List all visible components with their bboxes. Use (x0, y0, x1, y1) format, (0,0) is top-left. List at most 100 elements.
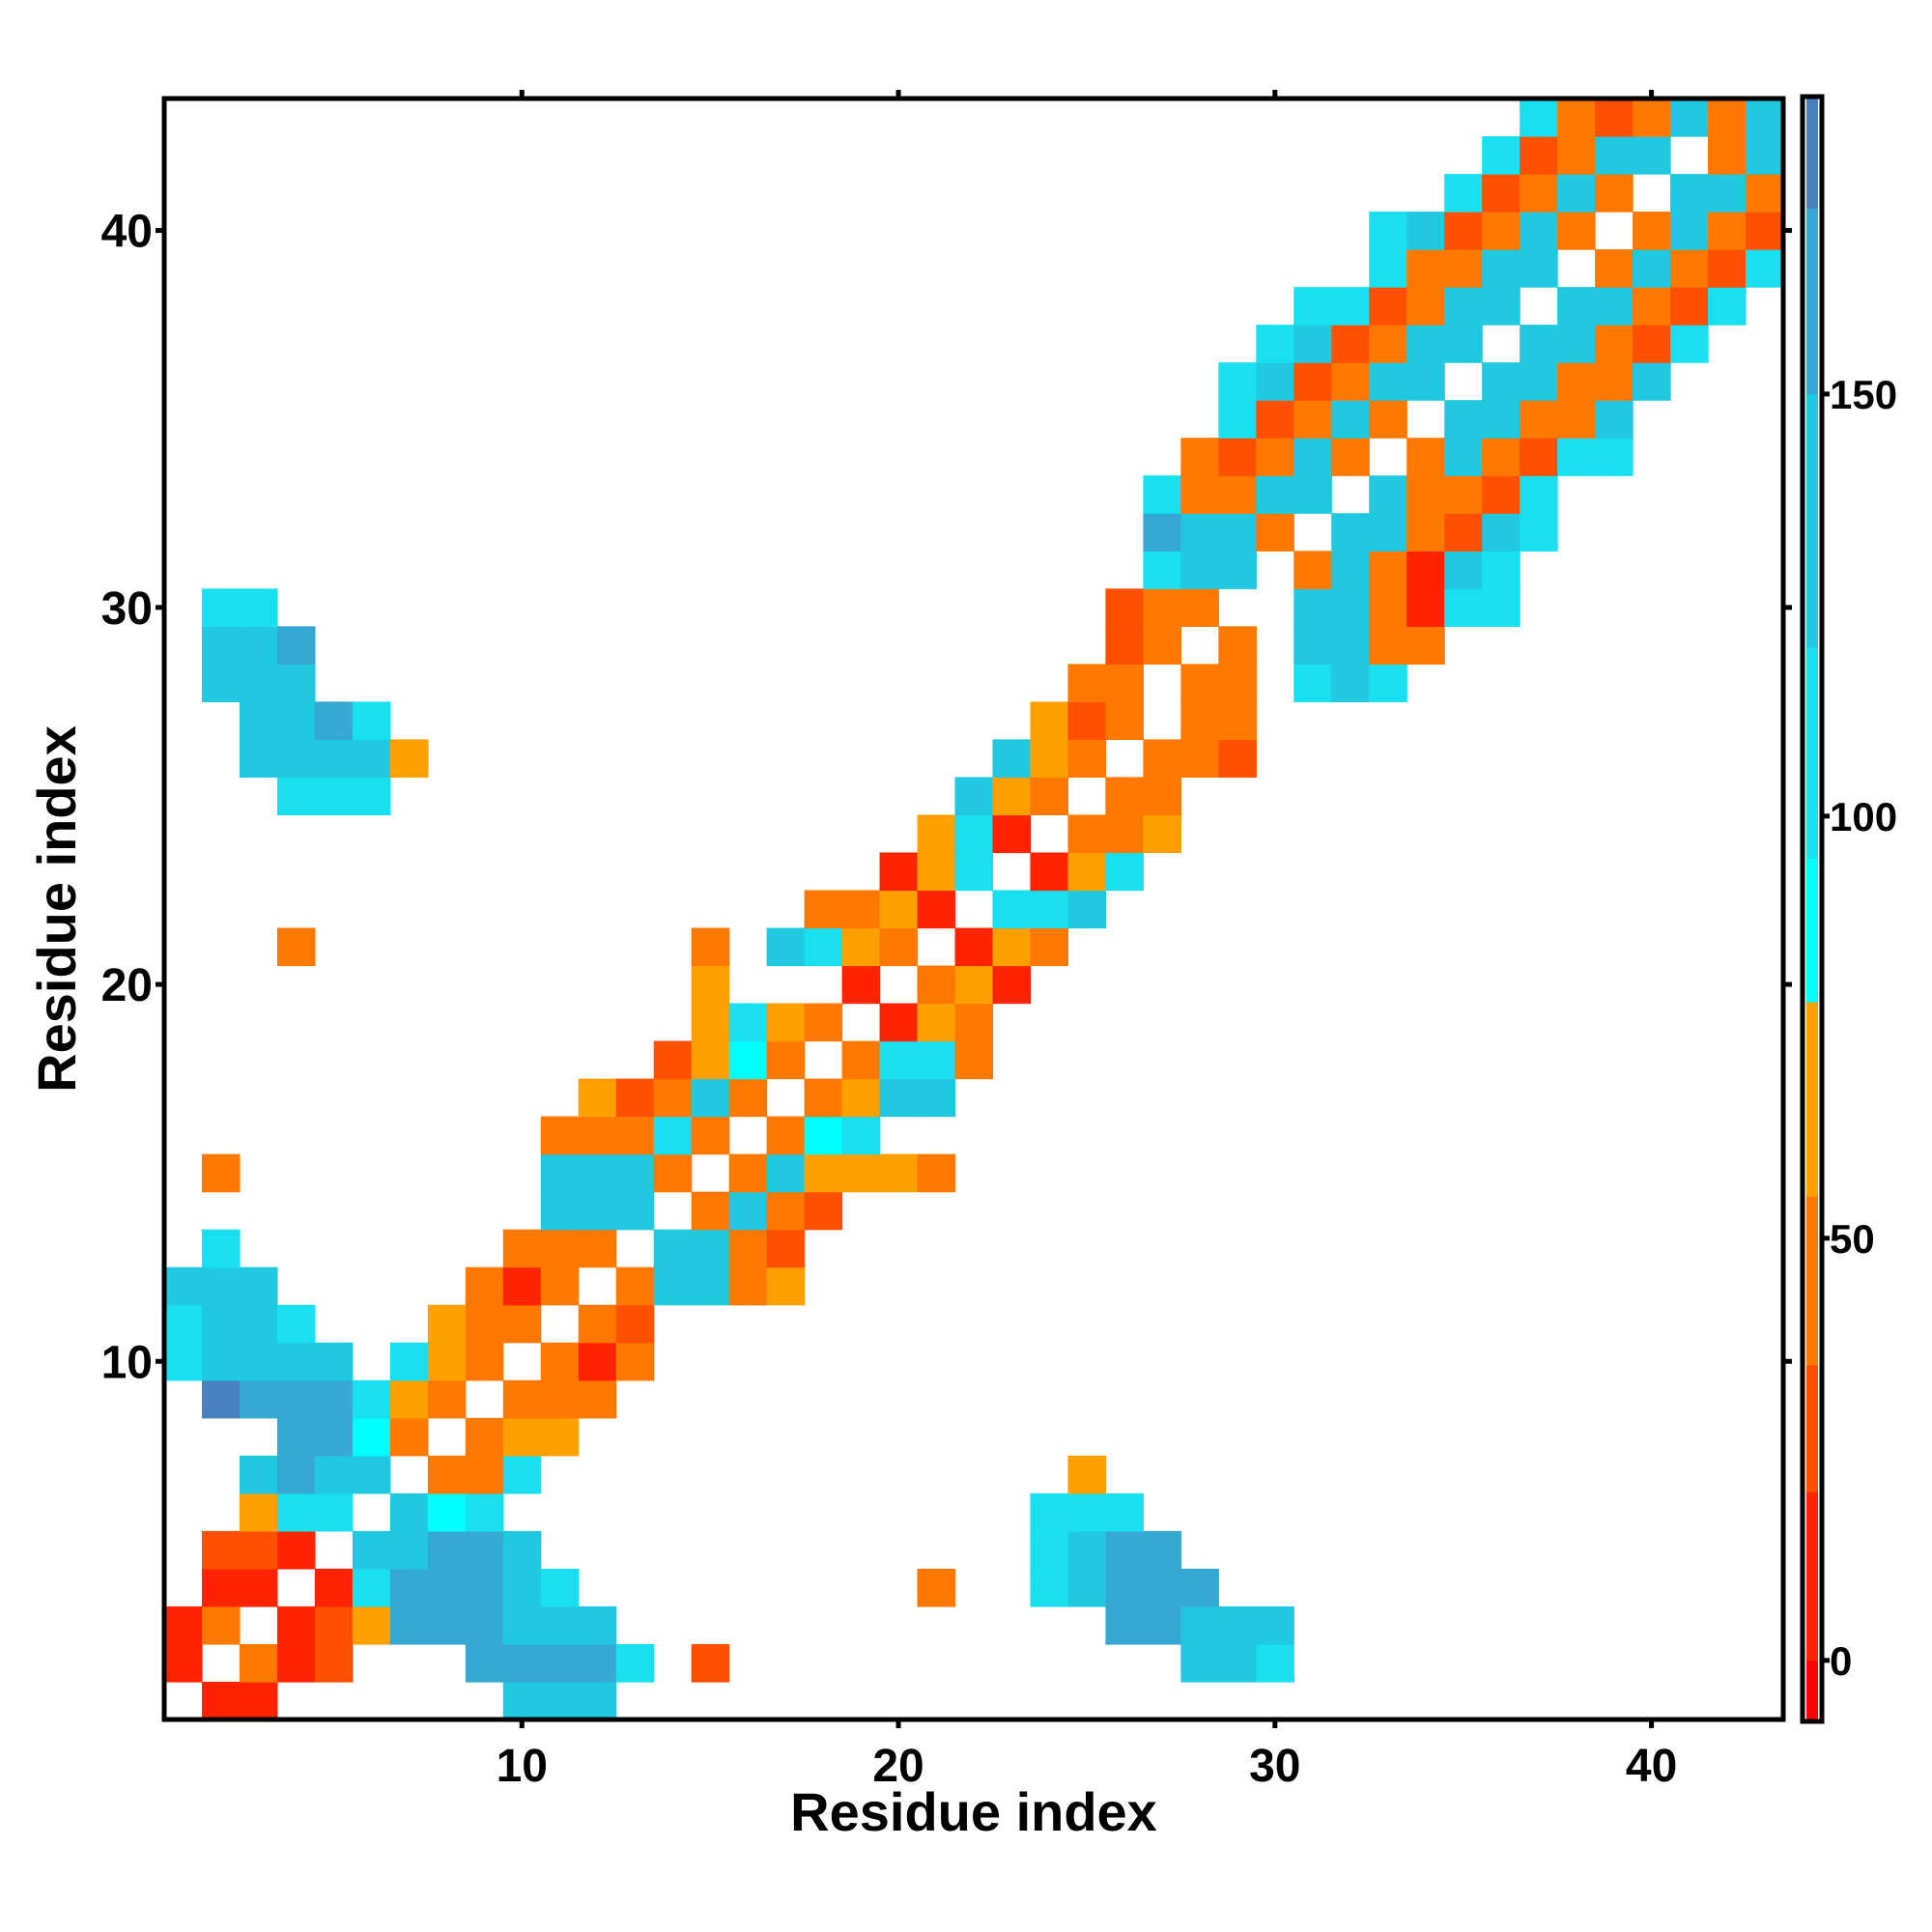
heatmap-cell (1218, 438, 1257, 476)
heatmap-cell (653, 1229, 693, 1268)
x-tick-label: 10 (497, 1741, 548, 1792)
heatmap-cell (465, 1342, 504, 1381)
heatmap-cell (1143, 1530, 1181, 1570)
heatmap-cell (1633, 362, 1671, 401)
heatmap-cell (1143, 1605, 1181, 1645)
heatmap-cell (389, 1605, 429, 1645)
heatmap-cell (1030, 739, 1069, 779)
heatmap-cell (201, 1681, 241, 1719)
heatmap-cell (578, 1153, 617, 1193)
heatmap-cell (502, 1417, 542, 1457)
heatmap-cell (1520, 438, 1558, 476)
heatmap-cell (1369, 513, 1407, 552)
heatmap-cell (1067, 890, 1107, 929)
heatmap-cell (389, 1342, 429, 1381)
heatmap-cell (1520, 174, 1558, 213)
heatmap-cell (389, 1417, 429, 1457)
heatmap-cell (1482, 588, 1520, 627)
heatmap-cell (1030, 1492, 1069, 1532)
heatmap-cell (239, 1304, 278, 1344)
heatmap-cell (1444, 400, 1483, 439)
heatmap-cell (1293, 475, 1332, 514)
heatmap-cell (615, 1078, 655, 1118)
heatmap-cell (1143, 777, 1181, 816)
heatmap-cell (164, 1643, 203, 1683)
heatmap-cell (1030, 1568, 1069, 1607)
heatmap-cell (1444, 174, 1483, 213)
heatmap-cell (1482, 362, 1520, 401)
heatmap-cell (1180, 475, 1219, 514)
heatmap-cell (578, 1342, 617, 1381)
heatmap-cell (804, 927, 843, 967)
heatmap-cell (1067, 664, 1107, 702)
heatmap-cell (1708, 287, 1747, 326)
heatmap-cell (201, 1342, 241, 1381)
heatmap-cell (1708, 249, 1747, 288)
heatmap-cell (1520, 362, 1558, 401)
heatmap-cell (352, 701, 391, 740)
heatmap-cell (766, 1040, 806, 1080)
heatmap-cell (954, 965, 994, 1005)
heatmap-cell (653, 1078, 693, 1118)
heatmap-cell (465, 1643, 504, 1683)
heatmap-cell (691, 1266, 730, 1306)
colorbar: 0 50 100 150 (1800, 94, 1897, 1724)
heatmap-cell (1595, 174, 1634, 213)
heatmap-cell (766, 1003, 806, 1042)
heatmap-cell (1256, 475, 1294, 514)
heatmap-cell (615, 1342, 655, 1381)
heatmap-cell (1482, 136, 1520, 175)
heatmap-cell (1482, 174, 1520, 213)
heatmap-cell (389, 739, 429, 779)
heatmap-cell (1218, 1643, 1257, 1683)
heatmap-cell (1633, 249, 1671, 288)
heatmap-cell (1595, 362, 1634, 401)
heatmap-cell (1180, 551, 1219, 589)
heatmap-cell (276, 1492, 316, 1532)
heatmap-cell (276, 927, 316, 967)
heatmap-cell (1256, 1605, 1294, 1645)
heatmap-cell (465, 1455, 504, 1494)
heatmap-cell (917, 890, 956, 929)
heatmap-cell (239, 739, 278, 779)
heatmap-cell (1633, 287, 1671, 326)
heatmap-cell (691, 965, 730, 1005)
heatmap-cell (1067, 1455, 1107, 1494)
colorbar-band (1806, 1364, 1818, 1492)
heatmap-cell (578, 1304, 617, 1344)
heatmap-cell (728, 1078, 768, 1118)
heatmap-cell (239, 1643, 278, 1683)
heatmap-cell (352, 1605, 391, 1645)
heatmap-cell (314, 777, 354, 816)
heatmap-cell (276, 777, 316, 816)
x-tick-label: 20 (872, 1741, 923, 1792)
heatmap-cell (201, 1153, 241, 1193)
heatmap-cell (1143, 1568, 1181, 1607)
heatmap-cell (201, 626, 241, 665)
heatmap-cell (314, 1342, 354, 1381)
heatmap-cell (1105, 626, 1144, 665)
heatmap-cell (1105, 777, 1144, 816)
heatmap-cell (1030, 852, 1069, 892)
heatmap-cell (1595, 136, 1634, 175)
heatmap-cell (1180, 739, 1219, 779)
heatmap-cell (540, 1681, 580, 1719)
heatmap-cell (1293, 626, 1332, 665)
heatmap-cell (1256, 438, 1294, 476)
heatmap-cell (352, 777, 391, 816)
heatmap-cell (841, 1116, 881, 1155)
heatmap-cell (314, 739, 354, 779)
heatmap-cell (276, 1342, 316, 1381)
heatmap-cell (239, 1681, 278, 1719)
heatmap-cell (201, 1229, 241, 1268)
heatmap-cell (1482, 513, 1520, 552)
colorbar-tick-label: 150 (1830, 372, 1897, 417)
heatmap-cell (201, 1379, 241, 1419)
heatmap-cell (1520, 136, 1558, 175)
heatmap-cell (1293, 438, 1332, 476)
heatmap-cell (1331, 513, 1370, 552)
heatmap-cell (728, 1003, 768, 1042)
heatmap-cell (766, 927, 806, 967)
heatmap-cell (1369, 287, 1407, 326)
heatmap-cell (1406, 551, 1445, 589)
